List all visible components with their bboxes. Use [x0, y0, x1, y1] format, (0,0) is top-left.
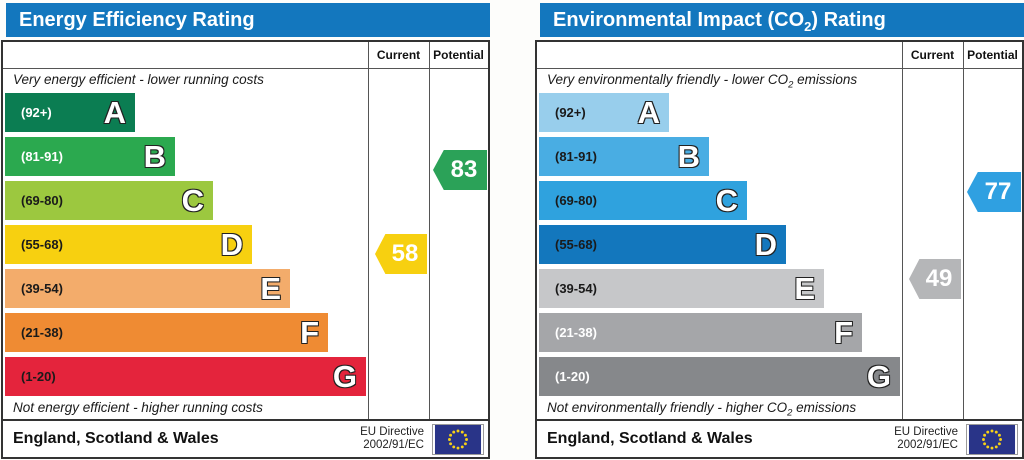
band-letter: A — [637, 94, 661, 130]
region-label: England, Scotland & Wales — [547, 430, 753, 447]
potential-rating-arrow: 77 — [967, 172, 1021, 212]
band-row-c: (69-80) C — [5, 181, 213, 220]
top-note-sub: 2 — [788, 79, 794, 91]
bottom-note-sub: 2 — [787, 407, 793, 419]
top-note: Very energy efficient - lower running co… — [13, 72, 264, 87]
energy-chart-title: Energy Efficiency Rating — [6, 3, 490, 37]
bottom-note: Not energy efficient - higher running co… — [13, 400, 263, 415]
top-note-pre: Very environmentally friendly - lower CO — [547, 72, 789, 87]
header-row-divider — [537, 68, 1022, 69]
current-column-header: Current — [376, 48, 421, 62]
potential-column-header: Potential — [967, 48, 1018, 62]
eu-directive-line2: 2002/91/EC — [897, 439, 958, 451]
top-note-post: emissions — [793, 72, 858, 87]
bottom-note-pre: Not environmentally friendly - higher CO — [547, 400, 788, 415]
potential-column-divider — [963, 42, 964, 419]
band-range-label: (39-54) — [555, 281, 597, 296]
current-column-divider — [368, 42, 369, 419]
band-range-label: (1-20) — [555, 369, 590, 384]
band-letter: D — [220, 226, 244, 262]
band-letter: C — [181, 182, 205, 218]
band-row-a: (92+) A — [539, 93, 669, 132]
environmental-impact-chart: Environmental Impact (CO2) Rating Curren… — [535, 3, 1024, 459]
energy-chart-title-text: Energy Efficiency Rating — [19, 9, 255, 31]
environmental-chart-table: Current Potential Very environmentally f… — [535, 40, 1024, 459]
region-label: England, Scotland & Wales — [13, 430, 219, 447]
potential-column-header: Potential — [433, 48, 484, 62]
band-row-g: (1-20) G — [5, 357, 366, 396]
potential-rating-value: 77 — [984, 178, 1012, 205]
top-note: Very environmentally friendly - lower CO… — [547, 72, 897, 91]
band-letter: B — [677, 138, 701, 174]
band-range-label: (21-38) — [21, 325, 63, 340]
environmental-band-list: (92+) A (81-91) B (69-80) C (55-68) D (3… — [539, 93, 902, 401]
eu-directive-label: EU Directive 2002/91/EC — [360, 426, 424, 452]
band-row-f: (21-38) F — [5, 313, 328, 352]
band-letter: E — [794, 270, 816, 306]
band-row-c: (69-80) C — [539, 181, 747, 220]
band-letter: F — [299, 314, 319, 350]
band-range-label: (81-91) — [555, 149, 597, 164]
band-letter: G — [866, 358, 892, 394]
band-letter: C — [715, 182, 739, 218]
current-rating-value: 49 — [925, 265, 953, 292]
environmental-chart-title: Environmental Impact (CO2) Rating — [540, 3, 1024, 37]
environmental-chart-title-post: ) Rating — [811, 9, 886, 31]
eu-directive-line1: EU Directive — [894, 426, 958, 438]
eu-directive-label: EU Directive 2002/91/EC — [894, 426, 958, 452]
eu-directive-line1: EU Directive — [360, 426, 424, 438]
band-row-d: (55-68) D — [539, 225, 786, 264]
environmental-chart-title-pre: Environmental Impact (CO — [553, 9, 805, 31]
band-range-label: (81-91) — [21, 149, 63, 164]
current-rating-arrow: 49 — [909, 259, 961, 299]
chart-footer: England, Scotland & Wales EU Directive 2… — [3, 419, 488, 457]
band-range-label: (92+) — [555, 105, 586, 120]
eu-flag-icon — [966, 424, 1018, 455]
band-letter: B — [143, 138, 167, 174]
eu-flag-icon — [432, 424, 484, 455]
potential-rating-value: 83 — [450, 156, 478, 183]
band-range-label: (39-54) — [21, 281, 63, 296]
potential-column-divider — [429, 42, 430, 419]
band-range-label: (1-20) — [21, 369, 56, 384]
band-range-label: (69-80) — [21, 193, 63, 208]
current-column-header: Current — [910, 48, 955, 62]
band-letter: D — [754, 226, 778, 262]
band-range-label: (92+) — [21, 105, 52, 120]
band-letter: F — [833, 314, 853, 350]
band-letter: E — [260, 270, 282, 306]
band-row-e: (39-54) E — [539, 269, 824, 308]
energy-chart-table: Current Potential Very energy efficient … — [1, 40, 490, 459]
band-letter: G — [332, 358, 358, 394]
current-rating-arrow: 58 — [375, 234, 427, 274]
chart-footer: England, Scotland & Wales EU Directive 2… — [537, 419, 1022, 457]
band-row-g: (1-20) G — [539, 357, 900, 396]
band-row-e: (39-54) E — [5, 269, 290, 308]
bottom-note-post: emissions — [792, 400, 857, 415]
header-row-divider — [3, 68, 488, 69]
band-range-label: (69-80) — [555, 193, 597, 208]
energy-efficiency-chart: Energy Efficiency Rating Current Potenti… — [1, 3, 490, 459]
band-letter: A — [103, 94, 127, 130]
band-row-d: (55-68) D — [5, 225, 252, 264]
band-range-label: (21-38) — [555, 325, 597, 340]
band-range-label: (55-68) — [555, 237, 597, 252]
eu-directive-line2: 2002/91/EC — [363, 439, 424, 451]
environmental-chart-title-sub: 2 — [804, 19, 812, 34]
band-row-b: (81-91) B — [5, 137, 175, 176]
bottom-note: Not environmentally friendly - higher CO… — [547, 400, 897, 419]
current-column-divider — [902, 42, 903, 419]
band-range-label: (55-68) — [21, 237, 63, 252]
band-row-b: (81-91) B — [539, 137, 709, 176]
potential-rating-arrow: 83 — [433, 150, 487, 190]
current-rating-value: 58 — [391, 240, 419, 267]
band-row-f: (21-38) F — [539, 313, 862, 352]
band-row-a: (92+) A — [5, 93, 135, 132]
energy-band-list: (92+) A (81-91) B (69-80) C (55-68) D (3… — [5, 93, 368, 401]
